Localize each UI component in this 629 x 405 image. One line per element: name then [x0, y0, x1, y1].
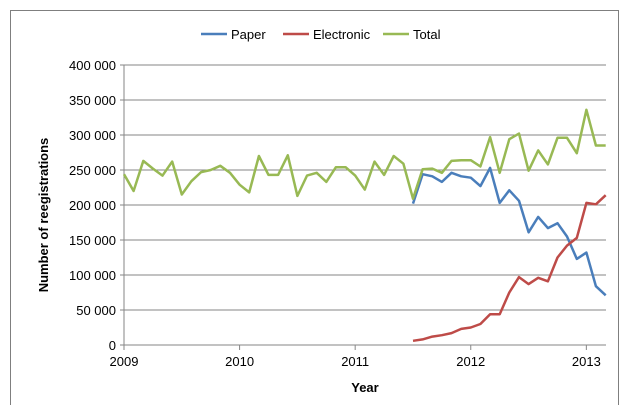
y-tick-label: 50 000: [76, 303, 116, 318]
x-tick-label: 2010: [225, 354, 254, 369]
y-tick-label: 100 000: [69, 268, 116, 283]
legend: Paper Electronic Total: [201, 27, 441, 42]
chart-frame: 0 50 000 100 000 150 000 200 000 250 000 300 0…: [10, 10, 619, 405]
x-axis-ticks: 2009 2010 2011 2012 2013: [110, 345, 601, 369]
line-chart: 0 50 000 100 000 150 000 200 000 250 000 300 0…: [36, 27, 607, 395]
series-line-total: [122, 108, 606, 200]
x-tick-label: 2011: [341, 354, 369, 369]
gridlines: [124, 64, 606, 311]
y-tick-label: 0: [109, 338, 116, 353]
y-tick-label: 150 000: [69, 233, 116, 248]
x-tick-label: 2012: [456, 354, 485, 369]
series-line-electronic: [412, 194, 607, 343]
y-axis-title: Number of reegistrations: [36, 138, 51, 293]
y-tick-label: 400 000: [69, 58, 116, 73]
legend-label-total: Total: [413, 27, 441, 42]
x-tick-label: 2009: [110, 354, 139, 369]
y-tick-label: 250 000: [69, 163, 116, 178]
legend-label-electronic: Electronic: [313, 27, 371, 42]
legend-label-paper: Paper: [231, 27, 266, 42]
x-axis-title: Year: [351, 380, 378, 395]
y-axis-ticks: 0 50 000 100 000 150 000 200 000 250 000 300 0…: [69, 58, 124, 353]
y-tick-label: 300 000: [69, 128, 116, 143]
y-tick-label: 200 000: [69, 198, 116, 213]
x-tick-label: 2013: [572, 354, 601, 369]
y-tick-label: 350 000: [69, 93, 116, 108]
series-lines: [122, 108, 607, 343]
series-line-paper: [411, 166, 607, 297]
